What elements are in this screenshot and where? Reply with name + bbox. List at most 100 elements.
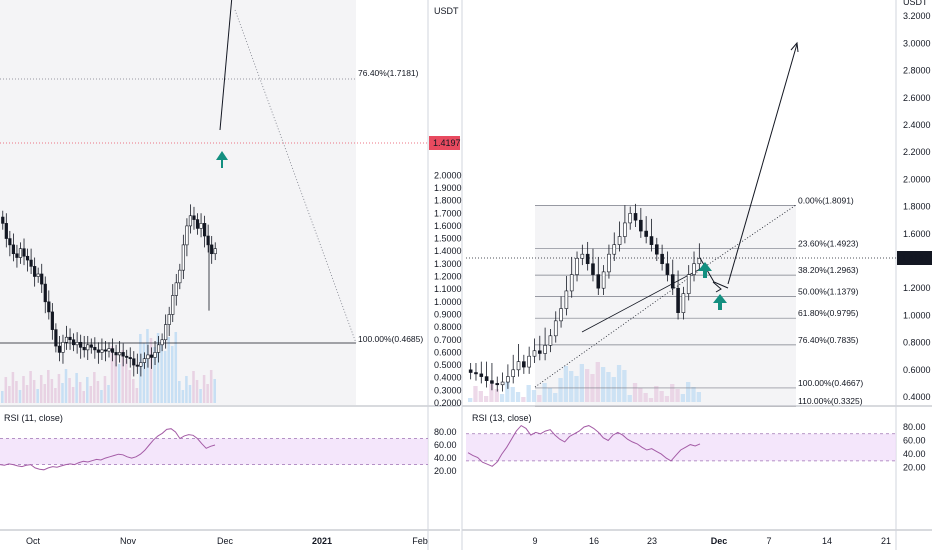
volume-bar <box>174 332 178 403</box>
price-tick-label: 0.5000 <box>434 360 462 370</box>
volume-bar <box>494 389 499 402</box>
volume-bar <box>1 391 4 403</box>
candle-body <box>660 253 664 265</box>
price-tick-label: 0.4000 <box>434 373 462 383</box>
price-tick-label: 3.0000 <box>903 38 931 48</box>
candle-body <box>50 311 54 330</box>
candle-body <box>178 269 182 284</box>
volume-bar <box>85 377 89 403</box>
volume-bar <box>553 393 558 402</box>
volume-bar <box>96 381 100 403</box>
fib-level-label: 100.00%(0.4667) <box>798 378 863 388</box>
time-tick-label: 2021 <box>312 536 332 546</box>
volume-bar <box>36 389 39 403</box>
rsi-tick-label: 20.00 <box>434 466 457 476</box>
price-tick-label: 0.7000 <box>434 335 462 345</box>
price-tick-label: 1.4000 <box>434 246 462 256</box>
candle-body <box>490 380 494 384</box>
volume-bar <box>142 343 146 403</box>
volume-bar <box>202 375 206 403</box>
arrowhead <box>790 41 799 53</box>
volume-bar <box>114 355 117 403</box>
candle-body <box>617 236 622 245</box>
candle-body <box>188 215 193 227</box>
volume-bar <box>622 370 627 402</box>
time-tick-label: Oct <box>26 536 41 546</box>
candle-body <box>559 308 563 322</box>
candle-body <box>153 352 157 358</box>
candle-body <box>500 381 505 386</box>
volume-bar <box>89 386 93 403</box>
price-tick-label: 1.1000 <box>434 284 462 294</box>
price-tick-label: 3.2000 <box>903 11 931 21</box>
time-tick-label: Feb <box>412 536 428 546</box>
volume-bar <box>521 397 526 402</box>
candle-body <box>522 361 526 368</box>
volume-bar <box>606 372 611 402</box>
last-price-tag <box>429 136 460 150</box>
price-tick-label: 1.0000 <box>434 297 462 307</box>
candle-body <box>71 339 76 346</box>
volume-bar <box>680 394 686 402</box>
rsi-tick-label: 40.00 <box>903 449 926 459</box>
volume-bar <box>156 333 160 403</box>
candle-body <box>537 350 542 354</box>
rsi-tick-label: 20.00 <box>903 463 926 473</box>
projection-line <box>219 0 233 131</box>
candle-body <box>8 238 12 246</box>
volume-bar <box>627 395 632 402</box>
price-tick-label: 1.5000 <box>434 234 462 244</box>
volume-bar <box>124 359 128 403</box>
volume-bar <box>691 387 696 402</box>
candle-body <box>43 283 47 303</box>
time-tick-label: 21 <box>881 536 891 546</box>
candle-body <box>82 347 86 351</box>
price-tick-label: 2.0000 <box>903 174 931 184</box>
price-tick-label: 1.6000 <box>434 221 462 231</box>
candle-body <box>135 364 139 367</box>
volume-bar <box>117 364 121 403</box>
volume-bar <box>18 390 22 403</box>
candle-body <box>61 341 65 353</box>
candle-body <box>25 255 30 261</box>
candle-body <box>516 361 521 371</box>
volume-bar <box>167 337 170 403</box>
candle-body <box>670 274 675 289</box>
candle-body <box>33 266 37 277</box>
volume-bar <box>181 390 185 403</box>
last-price-value: 1.4197 <box>901 253 929 263</box>
candle-body <box>128 357 132 360</box>
volume-bar <box>71 387 75 403</box>
time-tick-label: 14 <box>822 536 832 546</box>
candle-body <box>47 301 51 313</box>
up-arrow-icon <box>713 294 727 310</box>
candle-body <box>495 383 500 386</box>
candle-body <box>22 248 26 257</box>
candle-body <box>121 352 125 357</box>
candle-body <box>210 244 214 255</box>
price-tick-label: 0.8000 <box>434 322 462 332</box>
price-tick-label: 0.2000 <box>434 398 462 408</box>
candle-body <box>192 215 196 220</box>
fib-level-label: 38.20%(1.2963) <box>798 265 859 275</box>
volume-bar <box>664 396 670 402</box>
price-tick-label: 1.7000 <box>434 208 462 218</box>
candle-body <box>40 273 44 285</box>
time-tick-label: Dec <box>217 536 234 546</box>
volume-bar <box>468 398 473 402</box>
candle-body <box>125 355 129 358</box>
price-tick-label: 2.8000 <box>903 66 931 76</box>
price-tick-label: 2.2000 <box>903 147 931 157</box>
volume-bar <box>478 391 483 402</box>
volume-bar <box>39 375 43 403</box>
volume-bar <box>654 386 659 402</box>
candle-body <box>110 348 115 353</box>
price-tick-label: 1.0000 <box>903 310 931 320</box>
volume-bar <box>696 392 701 402</box>
candle-body <box>11 244 15 255</box>
volume-bar <box>153 347 156 403</box>
candle-body <box>633 213 638 221</box>
candle-body <box>164 324 168 341</box>
